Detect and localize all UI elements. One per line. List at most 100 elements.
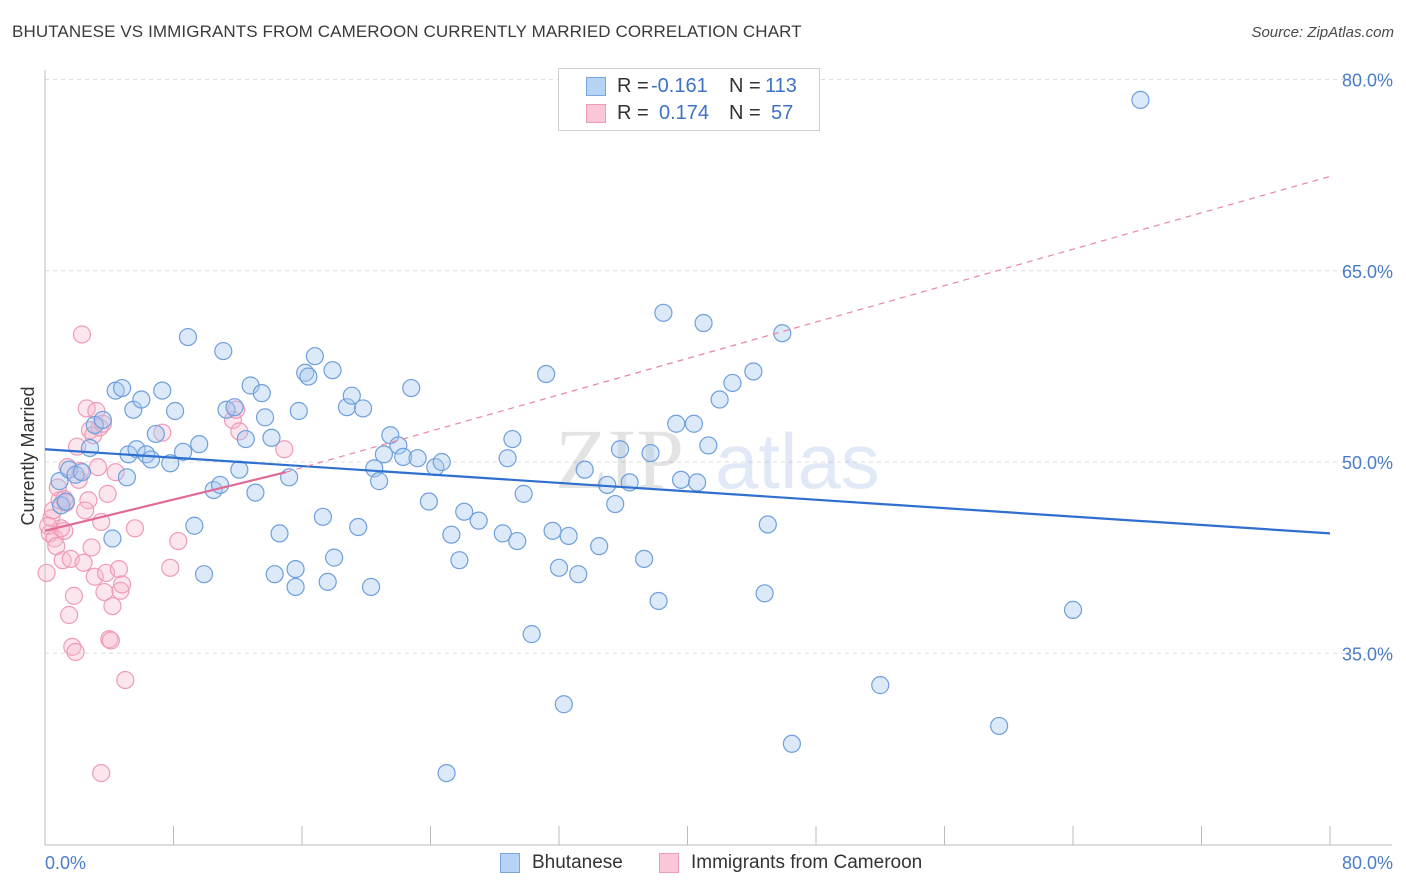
data-point-bhutanese [394,447,413,466]
data-point-bhutanese [514,484,533,503]
data-point-bhutanese [744,362,763,381]
data-point-bhutanese [408,449,427,468]
data-point-cameroon [98,484,117,503]
data-point-cameroon [112,575,132,594]
data-point-cameroon [275,440,294,459]
data-point-bhutanese [758,515,777,534]
data-point-bhutanese [255,408,275,427]
data-point-bhutanese [543,521,562,540]
legend-row-bhutanese: R = -0.161 N = 113 [559,74,819,100]
bottom-legend-label: Immigrants from Cameroon [691,852,923,873]
data-point-bhutanese [493,524,512,543]
watermark: ZIP atlas [555,411,880,507]
data-point-bhutanese [419,492,438,511]
tick-labels: 35.0% 50.0% 65.0% 80.0% 0.0% 80.0% [45,71,1393,874]
data-point-bhutanese [667,414,686,433]
data-point-bhutanese [230,460,249,479]
data-point-cameroon [63,637,82,656]
data-point-bhutanese [554,695,573,714]
data-point-bhutanese [72,463,92,482]
data-point-bhutanese [325,548,344,567]
correlation-legend: R = -0.161 N = 113 R = 0.174 N = 57 [558,68,820,131]
legend-row-cameroon: R = 0.174 N = 57 [559,101,819,127]
data-point-cameroon [125,519,145,538]
data-point-bhutanese [671,470,691,489]
data-point-bhutanese [146,424,165,444]
data-point-bhutanese [185,516,204,535]
data-point-bhutanese [590,537,609,556]
data-point-bhutanese [56,492,75,511]
data-point-bhutanese [342,386,361,405]
y-tick-label: 80.0% [1342,71,1393,91]
data-point-bhutanese [402,378,421,398]
data-point-bhutanese [117,468,137,487]
data-point-bhutanese [190,435,209,454]
data-point-bhutanese [153,381,172,400]
data-point-bhutanese [773,324,792,343]
data-point-bhutanese [194,565,214,584]
data-point-cameroon [85,567,104,586]
data-point-cameroon [109,559,128,579]
data-point-bhutanese [442,525,461,544]
data-point-bhutanese [374,445,394,464]
data-point-bhutanese [305,347,324,366]
data-point-cameroon [161,558,180,577]
data-point-bhutanese [569,565,588,584]
data-point-bhutanese [337,398,357,417]
x-tick-label: 0.0% [45,853,86,873]
data-point-bhutanese [699,436,718,455]
chart-title: BHUTANESE VS IMMIGRANTS FROM CAMEROON CU… [12,22,802,41]
data-point-cameroon [95,582,114,602]
data-point-bhutanese [723,373,742,393]
y-tick-label: 50.0% [1342,453,1393,473]
data-point-bhutanese [990,716,1009,736]
data-point-bhutanese [286,577,305,597]
data-point-bhutanese [214,341,233,361]
trend-line-cameroon [44,471,287,532]
data-point-bhutanese [537,364,556,384]
data-point-cameroon [72,325,92,344]
data-point-bhutanese [432,452,451,472]
data-point-cameroon [39,516,58,535]
trend-line-bhutanese [44,448,1331,535]
data-point-cameroon [153,423,172,442]
data-point-bhutanese [112,378,132,398]
data-point-bhutanese [80,438,100,458]
data-point-cameroon [82,538,101,557]
data-point-bhutanese [210,475,230,495]
data-point-cameroon [59,605,79,625]
data-point-cameroon [92,763,111,783]
x-tick-label: 80.0% [1342,853,1393,873]
legend-r-label: R = [617,75,649,97]
bottom-legend-label: Bhutanese [532,852,623,873]
bottom-legend-swatch-pink [659,853,679,873]
data-point-bhutanese [684,414,704,433]
data-point-bhutanese [635,549,654,569]
data-point-bhutanese [289,401,308,421]
bottom-legend-swatch-blue [500,853,520,873]
data-point-bhutanese [437,763,456,783]
legend-r-value: 0.174 [659,102,710,124]
data-point-bhutanese [508,531,527,551]
data-point-bhutanese [127,440,146,459]
data-point-cameroon [48,478,67,497]
data-point-bhutanese [522,625,541,644]
data-point-bhutanese [141,450,161,469]
data-point-bhutanese [246,483,265,502]
y-axis-label: Currently Married [18,386,38,525]
data-point-bhutanese [575,460,594,479]
data-point-bhutanese [641,443,660,463]
source-label[interactable]: Source: ZipAtlas.com [1251,24,1394,41]
data-point-bhutanese [313,507,332,526]
data-point-bhutanese [455,502,474,521]
legend-r-value: -0.161 [651,75,708,97]
data-point-bhutanese [323,361,342,380]
data-point-cameroon [76,501,95,520]
data-point-bhutanese [286,559,305,579]
data-point-bhutanese [549,558,569,577]
data-point-bhutanese [498,449,517,468]
data-point-bhutanese [270,524,289,543]
y-tick-label: 35.0% [1342,644,1393,664]
data-point-bhutanese [178,327,198,347]
data-point-bhutanese [353,399,373,418]
